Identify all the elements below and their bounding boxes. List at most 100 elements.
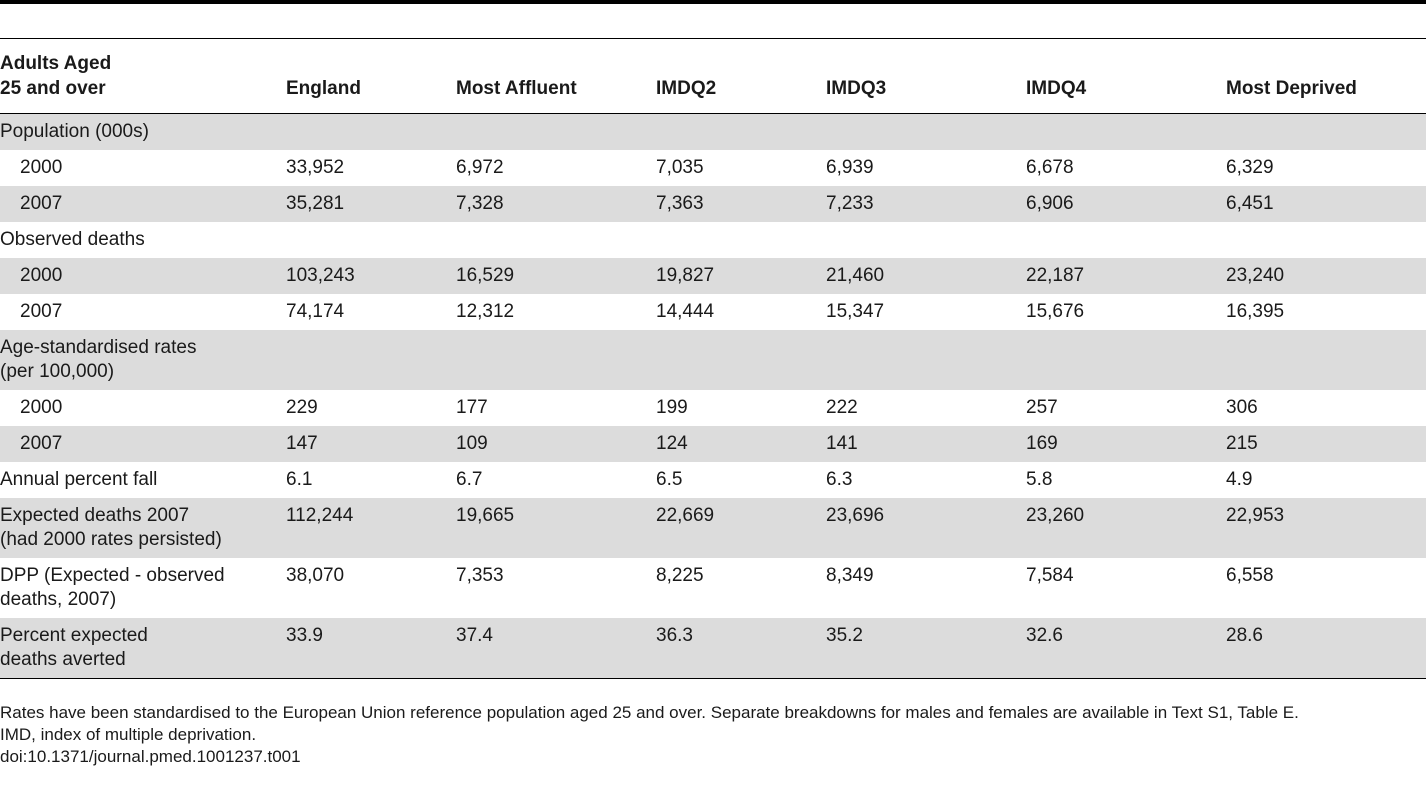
row-label: Observed deaths — [0, 229, 145, 250]
table-cell: 257 — [1026, 397, 1058, 418]
table-cell: 7,363 — [656, 186, 826, 222]
table-cell: 6,678 — [1026, 157, 1074, 178]
table-cell: 33,952 — [286, 157, 345, 178]
row-label: 2007 — [0, 426, 286, 462]
table-cell — [1226, 222, 1426, 258]
table-row: DPP (Expected - observed deaths, 2007) 38,… — [0, 558, 1426, 618]
table-cell: 35,281 — [286, 186, 456, 222]
table-cell: 7,584 — [1026, 565, 1074, 586]
table-cell: 8,349 — [826, 565, 874, 586]
table-cell: 28.6 — [1226, 618, 1426, 679]
table-cell — [826, 222, 1026, 258]
table-cell: 6,906 — [1026, 186, 1226, 222]
table-cell — [456, 222, 656, 258]
table-cell: 141 — [826, 426, 1026, 462]
table-cell: 22,953 — [1226, 498, 1426, 558]
table-cell: 16,395 — [1226, 301, 1285, 322]
footnote-doi: doi:10.1371/journal.pmed.1001237.t001 — [0, 747, 301, 766]
table-cell: 15,676 — [1026, 301, 1085, 322]
table-cell: 222 — [826, 397, 858, 418]
table-cell: 6,451 — [1226, 186, 1426, 222]
table-cell — [286, 222, 456, 258]
table-cell: 5.8 — [1026, 469, 1053, 490]
table-row: 2007 35,281 7,328 7,363 7,233 6,906 6,451 — [0, 186, 1426, 222]
table-cell — [286, 330, 456, 390]
column-header: IMDQ4 — [1026, 38, 1226, 114]
table-cell — [1026, 222, 1226, 258]
table-row: 2007 147 109 124 141 169 215 — [0, 426, 1426, 462]
table-cell: 6.7 — [456, 469, 483, 490]
table-cell: 199 — [656, 397, 688, 418]
table-cell: 6,558 — [1226, 565, 1274, 586]
table-cell: 229 — [286, 397, 318, 418]
table-cell: 177 — [456, 397, 488, 418]
table-cell: 38,070 — [286, 565, 345, 586]
row-label: DPP (Expected - observed deaths, 2007) — [0, 565, 225, 610]
table-cell: 112,244 — [286, 498, 456, 558]
table-cell: 37.4 — [456, 618, 656, 679]
table-row: Percent expected deaths averted 33.9 37.4 36… — [0, 618, 1426, 679]
table-row: Expected deaths 2007 (had 2000 rates pers… — [0, 498, 1426, 558]
table-cell — [456, 113, 656, 150]
table-row: Age-standardised rates (per 100,000) — [0, 330, 1426, 390]
footnotes: Rates have been standardised to the Euro… — [0, 702, 1426, 768]
table-cell: 33.9 — [286, 618, 456, 679]
table-row: 2000 33,952 6,972 7,035 6,939 6,678 6,329 — [0, 150, 1426, 186]
column-header: England — [286, 38, 456, 114]
table-row: 2000 229 177 199 222 257 306 — [0, 390, 1426, 426]
table-cell: 6,972 — [456, 157, 504, 178]
table-cell — [1226, 330, 1426, 390]
row-label: Annual percent fall — [0, 469, 158, 490]
table-cell: 6,329 — [1226, 157, 1274, 178]
table-cell: 22,187 — [1026, 258, 1226, 294]
table-body: Population (000s) 2000 33,952 6,972 7,035 6,9… — [0, 113, 1426, 679]
table-cell: 4.9 — [1226, 469, 1253, 490]
table-cell: 15,347 — [826, 301, 885, 322]
footnote-imd: IMD, index of multiple deprivation. — [0, 725, 257, 744]
table-cell: 12,312 — [456, 301, 515, 322]
table-cell: 23,696 — [826, 498, 1026, 558]
table-cell — [656, 330, 826, 390]
table-cell — [456, 330, 656, 390]
table-cell: 19,827 — [656, 258, 826, 294]
row-label: Percent expected deaths averted — [0, 618, 286, 679]
table-cell: 7,233 — [826, 186, 1026, 222]
table-cell — [826, 113, 1026, 150]
table-cell — [826, 330, 1026, 390]
table-cell: 8,225 — [656, 565, 704, 586]
row-label: Age-standardised rates (per 100,000) — [0, 330, 286, 390]
table-cell: 23,240 — [1226, 258, 1426, 294]
column-header: IMDQ3 — [826, 38, 1026, 114]
column-header: IMDQ2 — [656, 38, 826, 114]
table-cell: 169 — [1026, 426, 1226, 462]
table-cell — [656, 222, 826, 258]
table-cell — [286, 113, 456, 150]
row-label: Population (000s) — [0, 113, 286, 150]
top-rule — [0, 0, 1426, 4]
table-cell: 6,939 — [826, 157, 874, 178]
table-cell: 6.5 — [656, 469, 683, 490]
table-cell: 14,444 — [656, 301, 715, 322]
table-cell — [1026, 113, 1226, 150]
table-cell: 6.3 — [826, 469, 853, 490]
table-row: 2000 103,243 16,529 19,827 21,460 22,187 23,24… — [0, 258, 1426, 294]
row-label: 2007 — [20, 301, 63, 322]
table-row: Annual percent fall 6.1 6.7 6.5 6.3 5.8 4.9 — [0, 462, 1426, 498]
data-table: Adults Aged 25 and over England Most Afflue… — [0, 38, 1426, 679]
table-cell: 21,460 — [826, 258, 1026, 294]
column-header-label: Adults Aged 25 and over — [0, 38, 286, 114]
table-cell — [1026, 330, 1226, 390]
table-cell: 35.2 — [826, 618, 1026, 679]
table-cell: 7,035 — [656, 157, 704, 178]
row-label: Expected deaths 2007 (had 2000 rates pers… — [0, 498, 286, 558]
footnote-standardisation: Rates have been standardised to the Euro… — [0, 703, 1299, 722]
table-cell: 147 — [286, 426, 456, 462]
column-header: Most Deprived — [1226, 38, 1426, 114]
table-cell: 306 — [1226, 397, 1258, 418]
row-label: 2007 — [0, 186, 286, 222]
row-label: 2000 — [20, 157, 63, 178]
table-cell: 6.1 — [286, 469, 313, 490]
table-cell: 215 — [1226, 426, 1426, 462]
table-cell — [1226, 113, 1426, 150]
table-cell: 7,353 — [456, 565, 504, 586]
